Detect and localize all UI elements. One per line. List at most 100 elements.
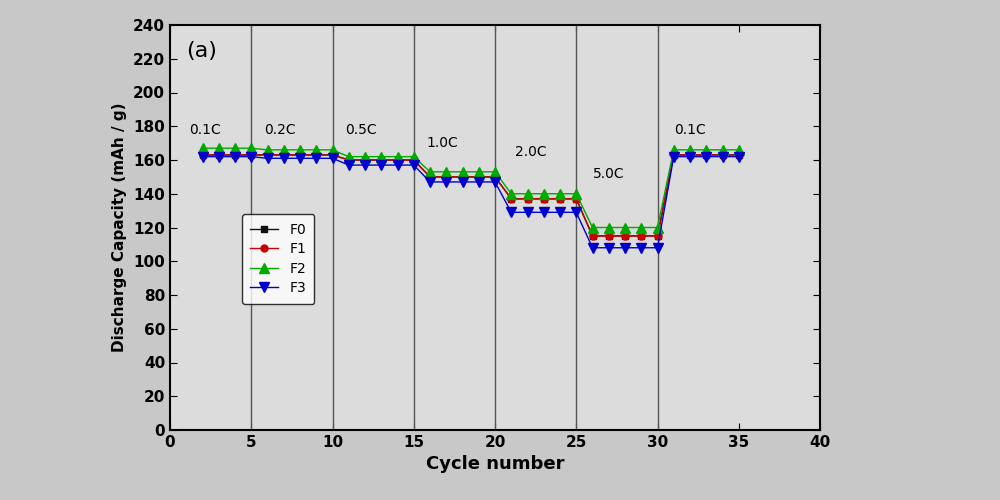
F0	[505, 196, 517, 202]
F0	[262, 152, 274, 158]
F0	[440, 174, 452, 180]
F0	[619, 233, 631, 239]
F0	[310, 152, 322, 158]
Line: F3: F3	[198, 152, 744, 252]
F3	[424, 179, 436, 185]
F2	[473, 169, 485, 175]
F1	[310, 152, 322, 158]
Text: 2.0C: 2.0C	[514, 144, 546, 158]
F0	[603, 233, 615, 239]
F1	[505, 196, 517, 202]
F2	[603, 224, 615, 230]
F0	[700, 152, 712, 158]
F2	[392, 154, 404, 160]
Text: 0.2C: 0.2C	[264, 122, 296, 136]
F0	[554, 196, 566, 202]
F1	[522, 196, 534, 202]
F0	[684, 152, 696, 158]
Line: F1: F1	[199, 152, 742, 240]
F2	[619, 224, 631, 230]
F3	[505, 210, 517, 216]
F0	[652, 233, 664, 239]
F0	[213, 152, 225, 158]
F3	[343, 162, 355, 168]
F2	[262, 147, 274, 153]
F2	[245, 145, 257, 151]
F2	[586, 224, 598, 230]
F1	[716, 152, 728, 158]
F0	[229, 152, 241, 158]
F2	[229, 145, 241, 151]
F1	[635, 233, 647, 239]
F1	[424, 174, 436, 180]
F2	[700, 147, 712, 153]
F2	[684, 147, 696, 153]
F1	[408, 157, 420, 163]
F3	[522, 210, 534, 216]
F1	[456, 174, 468, 180]
F2	[424, 169, 436, 175]
F0	[245, 152, 257, 158]
F3	[310, 156, 322, 162]
F1	[570, 196, 582, 202]
F3	[554, 210, 566, 216]
F3	[668, 154, 680, 160]
F2	[310, 147, 322, 153]
F3	[489, 179, 501, 185]
F2	[326, 147, 338, 153]
F0	[408, 157, 420, 163]
F3	[733, 154, 745, 160]
Text: 0.1C: 0.1C	[190, 122, 221, 136]
F3	[473, 179, 485, 185]
F0	[668, 152, 680, 158]
F2	[538, 190, 550, 196]
F0	[343, 157, 355, 163]
Legend: F0, F1, F2, F3: F0, F1, F2, F3	[242, 214, 314, 304]
F3	[635, 244, 647, 250]
F1	[213, 152, 225, 158]
F0	[294, 152, 306, 158]
F1	[278, 152, 290, 158]
F3	[440, 179, 452, 185]
F0	[424, 174, 436, 180]
F1	[440, 174, 452, 180]
F1	[586, 233, 598, 239]
F2	[668, 147, 680, 153]
F2	[440, 169, 452, 175]
F1	[359, 157, 371, 163]
Text: (a): (a)	[186, 41, 217, 61]
F0	[489, 174, 501, 180]
F2	[196, 145, 209, 151]
F2	[635, 224, 647, 230]
F3	[294, 156, 306, 162]
F2	[278, 147, 290, 153]
F1	[603, 233, 615, 239]
F1	[262, 152, 274, 158]
F2	[733, 147, 745, 153]
F1	[392, 157, 404, 163]
Text: 5.0C: 5.0C	[592, 166, 624, 180]
F1	[473, 174, 485, 180]
Text: 1.0C: 1.0C	[427, 136, 458, 150]
F1	[684, 152, 696, 158]
F3	[229, 154, 241, 160]
F0	[733, 152, 745, 158]
F1	[554, 196, 566, 202]
F3	[570, 210, 582, 216]
F3	[684, 154, 696, 160]
F1	[375, 157, 387, 163]
F2	[343, 154, 355, 160]
F3	[456, 179, 468, 185]
F0	[392, 157, 404, 163]
F0	[326, 152, 338, 158]
F0	[716, 152, 728, 158]
F0	[586, 233, 598, 239]
F1	[229, 152, 241, 158]
F1	[652, 233, 664, 239]
F3	[538, 210, 550, 216]
Line: F0: F0	[199, 152, 742, 240]
F3	[196, 154, 209, 160]
F0	[473, 174, 485, 180]
F2	[489, 169, 501, 175]
F3	[326, 156, 338, 162]
